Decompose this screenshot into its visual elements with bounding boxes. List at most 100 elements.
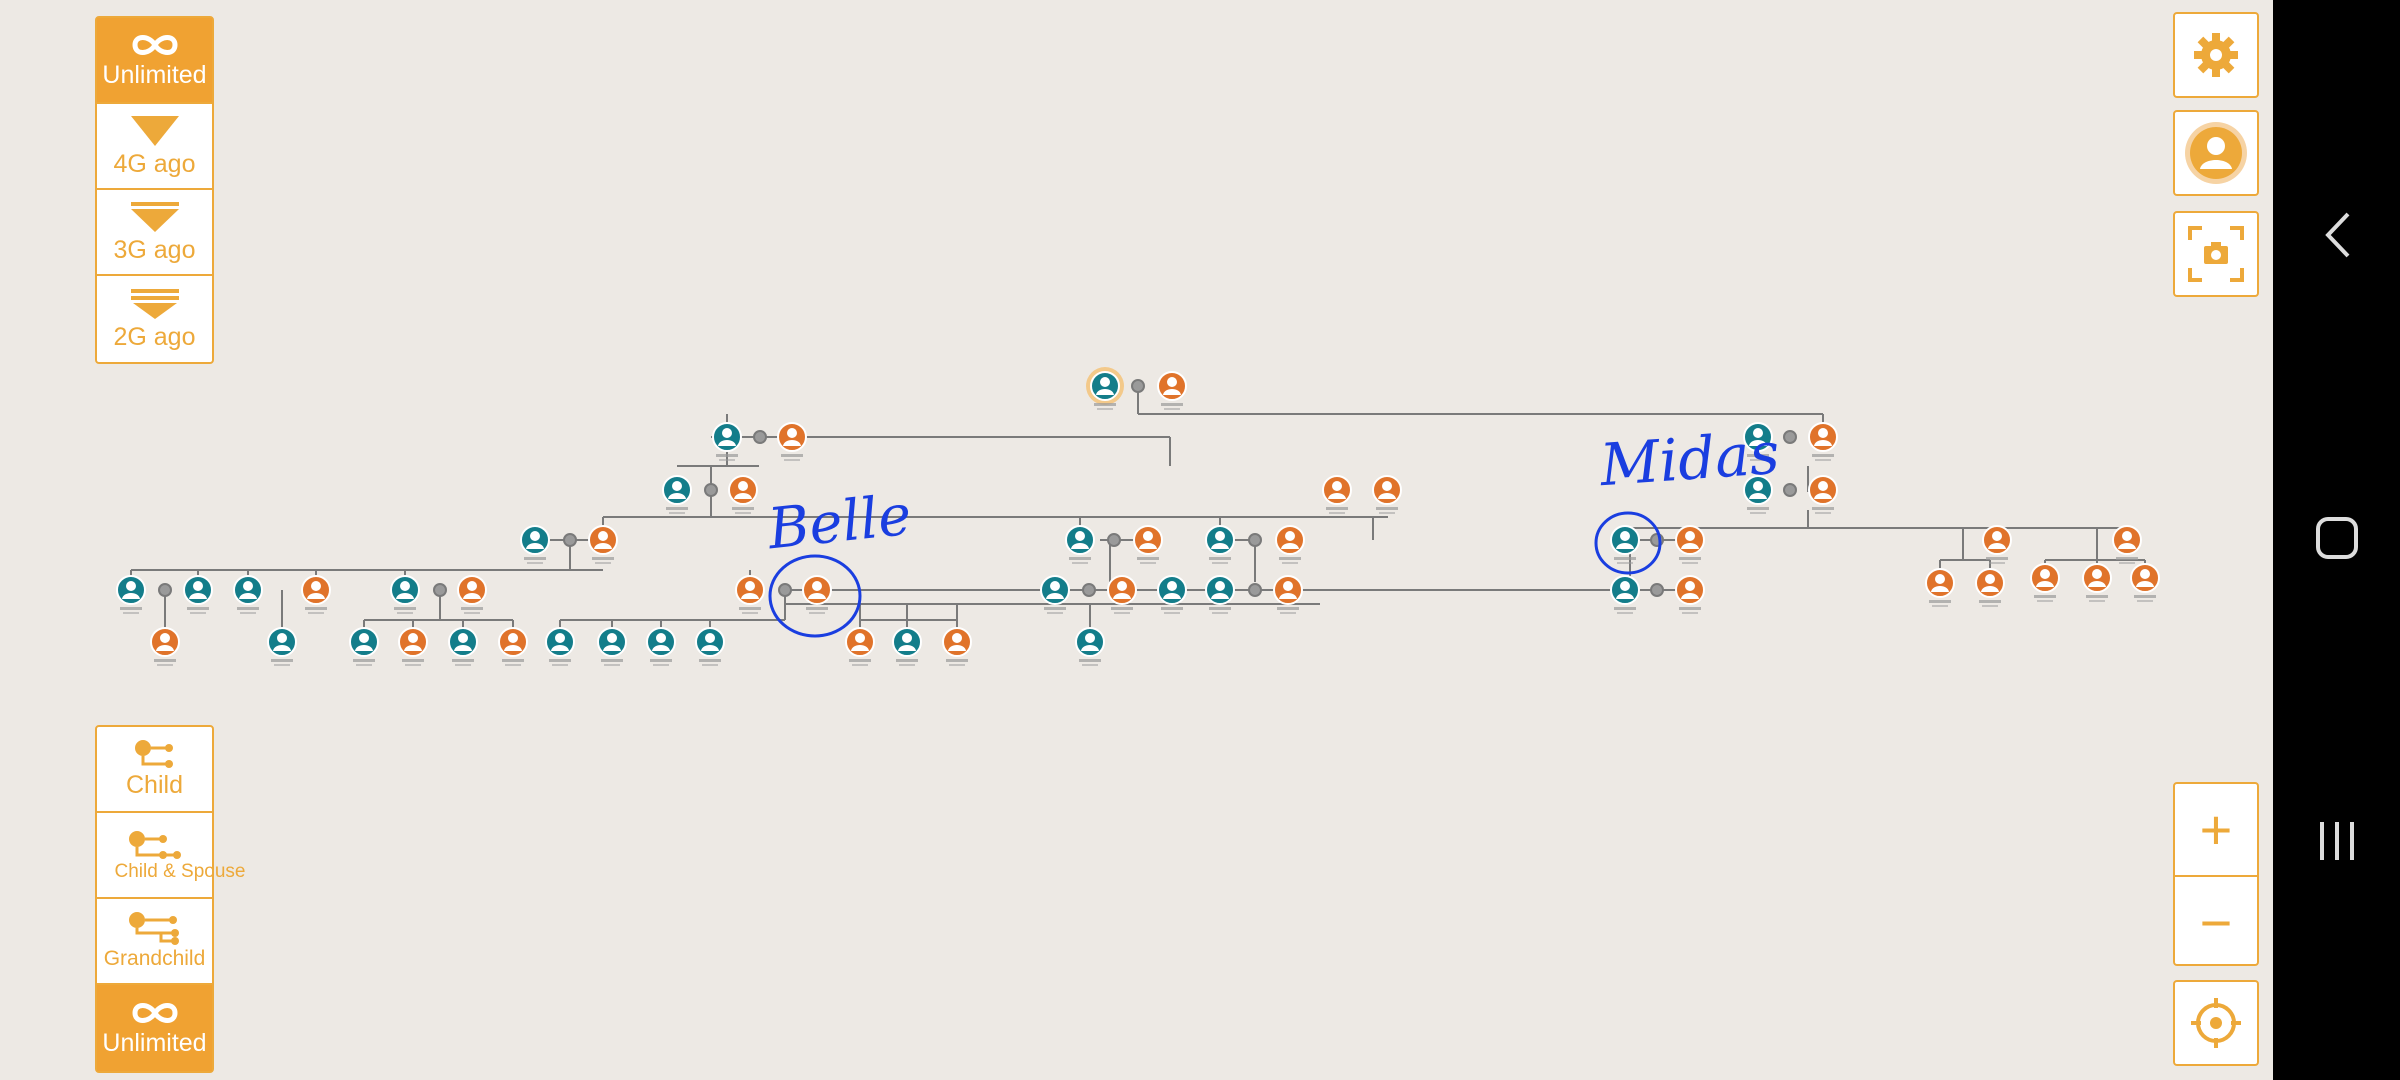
female-person-node[interactable] [1975, 568, 2005, 607]
male-person-node[interactable] [892, 627, 922, 666]
male-person-node[interactable] [267, 627, 297, 666]
female-person-node[interactable] [1273, 575, 1303, 614]
female-person-node[interactable] [728, 475, 758, 514]
generation-4g-button[interactable]: 4G ago [97, 104, 212, 190]
male-person-node[interactable] [712, 422, 742, 461]
family-tree-canvas[interactable] [0, 0, 2273, 1080]
male-person-node[interactable] [1086, 367, 1124, 410]
female-person-node[interactable] [1675, 575, 1705, 614]
generation-2g-button[interactable]: 2G ago [97, 276, 212, 362]
female-person-node[interactable] [1982, 525, 2012, 564]
infinity-icon [131, 34, 178, 55]
triangle-down-icon [130, 115, 179, 146]
female-person-node[interactable] [1808, 475, 1838, 514]
male-person-node[interactable] [1205, 575, 1235, 614]
female-person-node[interactable] [802, 575, 832, 614]
male-person-node[interactable] [448, 627, 478, 666]
female-person-node[interactable] [1925, 568, 1955, 607]
female-person-node[interactable] [398, 627, 428, 666]
male-person-node[interactable] [662, 475, 692, 514]
male-person-node[interactable] [349, 627, 379, 666]
male-person-node[interactable] [233, 575, 263, 614]
spouse-link-dot [1783, 483, 1797, 497]
home-nav-button[interactable] [2273, 515, 2400, 561]
female-person-node[interactable] [2082, 563, 2112, 602]
male-person-node[interactable] [1743, 475, 1773, 514]
spouse-link-dot [753, 430, 767, 444]
spouse-link-dot [158, 583, 172, 597]
descendant-filter-panel: Child Child & Spouse Grandchild Unlimite… [95, 725, 245, 1073]
male-person-node[interactable] [1075, 627, 1105, 666]
spouse-link-dot [1131, 379, 1145, 393]
female-person-node[interactable] [1133, 525, 1163, 564]
back-nav-button[interactable] [2273, 210, 2400, 260]
female-person-node[interactable] [1322, 475, 1352, 514]
female-person-node[interactable] [1157, 371, 1187, 410]
male-person-node[interactable] [1610, 575, 1640, 614]
spouse-link-dot [1248, 583, 1262, 597]
descendant-grandchild-button[interactable]: Grandchild [97, 899, 212, 985]
female-person-node[interactable] [457, 575, 487, 614]
grandchild-icon [128, 912, 179, 945]
generation-unlimited-button[interactable]: Unlimited [97, 18, 212, 104]
female-person-node[interactable] [735, 575, 765, 614]
descendant-unlimited-button[interactable]: Unlimited [97, 985, 212, 1071]
male-person-node[interactable] [1065, 525, 1095, 564]
female-person-node[interactable] [2112, 525, 2142, 564]
female-person-node[interactable] [777, 422, 807, 461]
crosshair-icon [2191, 998, 2241, 1048]
male-person-node[interactable] [1040, 575, 1070, 614]
gear-icon [2194, 33, 2238, 77]
female-person-node[interactable] [2130, 563, 2160, 602]
female-person-node[interactable] [1275, 525, 1305, 564]
male-person-node[interactable] [1157, 575, 1187, 614]
center-view-button[interactable] [2173, 980, 2259, 1066]
spouse-link-dot [1783, 430, 1797, 444]
female-person-node[interactable] [498, 627, 528, 666]
male-person-node[interactable] [545, 627, 575, 666]
female-person-node[interactable] [1675, 525, 1705, 564]
male-person-node[interactable] [695, 627, 725, 666]
screenshot-button[interactable] [2173, 211, 2259, 297]
home-icon [2315, 517, 2358, 559]
zoom-out-label: − [2199, 890, 2233, 954]
female-person-node[interactable] [942, 627, 972, 666]
male-person-node[interactable] [183, 575, 213, 614]
zoom-out-button[interactable]: − [2175, 877, 2257, 968]
male-person-node[interactable] [597, 627, 627, 666]
spouse-link-dot [1082, 583, 1096, 597]
spouse-link-dot [563, 533, 577, 547]
descendant-child-spouse-button[interactable]: Child & Spouse [97, 813, 245, 899]
generation-3g-button[interactable]: 3G ago [97, 190, 212, 276]
female-person-node[interactable] [1107, 575, 1137, 614]
female-person-node[interactable] [1808, 422, 1838, 461]
descendant-child-button[interactable]: Child [97, 727, 212, 813]
bella-highlight-circle [768, 554, 862, 638]
male-person-node[interactable] [1610, 525, 1640, 564]
zoom-in-button[interactable]: + [2175, 784, 2257, 877]
zoom-controls: + − [2173, 782, 2259, 966]
midas-highlight-circle [1594, 511, 1662, 575]
spouse-link-dot [704, 483, 718, 497]
male-person-node[interactable] [520, 525, 550, 564]
generation-unlimited-label: Unlimited [102, 60, 207, 89]
settings-button[interactable] [2173, 12, 2259, 98]
female-person-node[interactable] [150, 627, 180, 666]
female-person-node[interactable] [1372, 475, 1402, 514]
child-icon [134, 739, 173, 768]
child-spouse-icon [128, 830, 181, 859]
male-person-node[interactable] [1205, 525, 1235, 564]
spouse-link-dot [1248, 533, 1262, 547]
female-person-node[interactable] [2030, 563, 2060, 602]
generation-filter-panel: Unlimited 4G ago 3G ago 2G ago [95, 16, 214, 364]
male-person-node[interactable] [1743, 422, 1773, 461]
male-person-node[interactable] [390, 575, 420, 614]
female-person-node[interactable] [845, 627, 875, 666]
recents-nav-button[interactable] [2273, 818, 2400, 864]
male-person-node[interactable] [646, 627, 676, 666]
male-person-node[interactable] [116, 575, 146, 614]
profile-button[interactable] [2173, 110, 2259, 196]
spouse-link-dot [778, 583, 792, 597]
female-person-node[interactable] [301, 575, 331, 614]
female-person-node[interactable] [588, 525, 618, 564]
